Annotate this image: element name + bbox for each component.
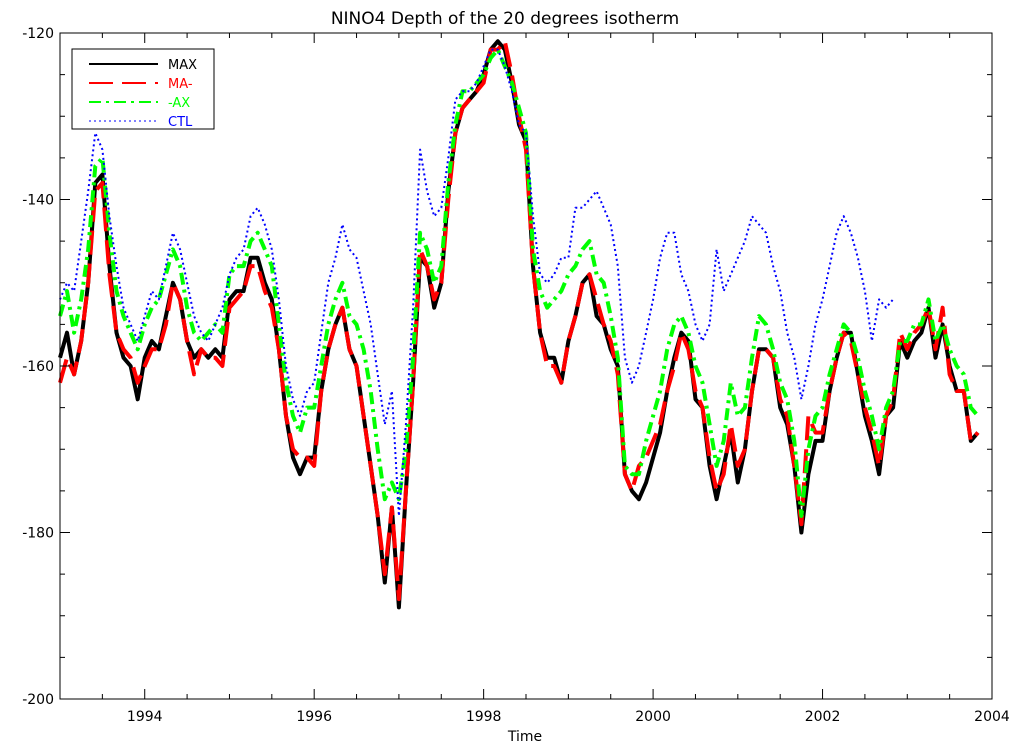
series-lines — [58, 39, 980, 610]
series-line-1 — [58, 39, 980, 602]
legend-label: -AX — [168, 96, 190, 111]
y-tick-label: -200 — [22, 692, 54, 708]
x-tick-label: 1994 — [127, 709, 163, 725]
chart-title: NINO4 Depth of the 20 degrees isotherm — [331, 9, 679, 29]
x-tick-label: 1998 — [466, 709, 502, 725]
y-tick-label: -180 — [22, 526, 54, 542]
x-tick-label: 2000 — [635, 709, 671, 725]
x-axis-title: Time — [507, 729, 542, 744]
legend: MAX MA- -AX CTL — [71, 48, 215, 130]
x-tick-label: 2004 — [974, 709, 1010, 725]
y-tick-label: -140 — [22, 193, 54, 209]
series-line-2 — [58, 47, 980, 518]
x-tick-label: 2002 — [805, 709, 841, 725]
series-line-3 — [59, 48, 894, 517]
y-tick-label: -160 — [22, 359, 54, 375]
legend-label: MA- — [168, 77, 193, 92]
legend-box — [71, 48, 215, 130]
x-tick-label: 1996 — [296, 709, 332, 725]
axis-ticks: 1994 1996 1998 2000 2002 2004 -200 -180 -160 -140… — [22, 26, 1010, 725]
legend-label: CTL — [168, 115, 193, 130]
y-tick-label: -120 — [22, 26, 54, 42]
legend-label: MAX — [168, 58, 197, 73]
